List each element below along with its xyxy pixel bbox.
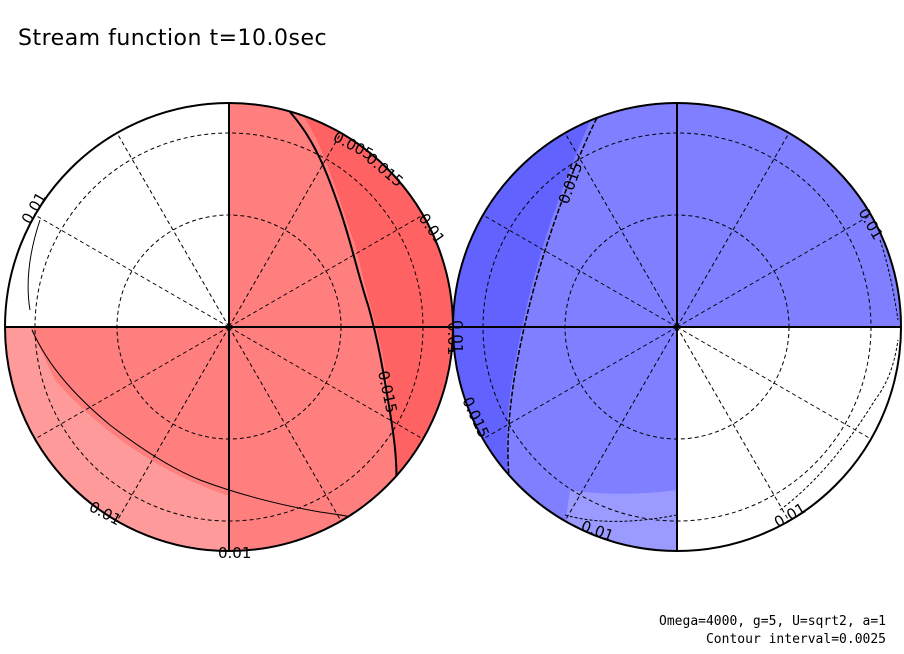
right-contour-01-c — [879, 239, 899, 321]
right-contour-01 — [564, 514, 678, 522]
left-label-8: 0.01 — [218, 544, 251, 562]
svg-text:*: * — [674, 320, 680, 334]
left-mid-fill — [229, 103, 396, 551]
left-mid-fill-2 — [30, 327, 370, 551]
right-contour-01-b — [779, 339, 899, 511]
plot-title: Stream function t=10.0sec — [18, 26, 328, 51]
left-dark-fill — [290, 103, 453, 551]
right-hemisphere: * 0.015 0.01 0.01 0.015 0.01 0.01 — [448, 102, 902, 552]
right-label-3: 0.01 — [448, 320, 466, 353]
parameters-note: Omega=4000, g=5, U=sqrt2, a=1 — [659, 614, 886, 629]
left-contour-01 — [31, 329, 381, 526]
contour-interval-note: Contour interval=0.0025 — [705, 632, 886, 647]
left-contour-01-b — [27, 219, 41, 311]
svg-text:*: * — [226, 320, 232, 334]
right-contour-015 — [507, 111, 601, 486]
right-hemisphere-outline — [452, 102, 902, 552]
left-contour-015 — [289, 111, 398, 491]
